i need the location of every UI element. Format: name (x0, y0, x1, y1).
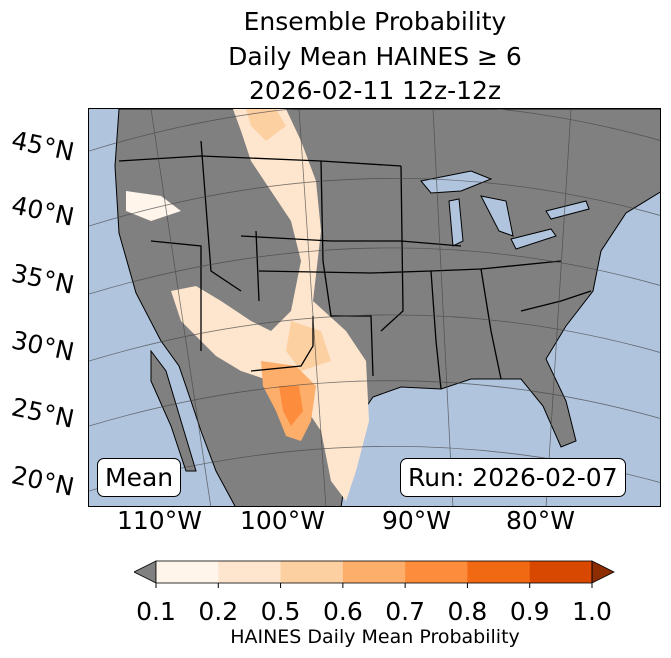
run-date-box: Run: 2026-02-07 (400, 458, 626, 497)
lon-label-80w: 80°W (506, 506, 576, 535)
colorbar-segment (218, 561, 282, 583)
title-line-3: 2026-02-11 12z-12z (248, 76, 502, 105)
lat-label-30n: 30°N (8, 325, 77, 367)
lon-label-110w: 110°W (117, 506, 202, 535)
colorbar-segment (467, 561, 531, 583)
lat-label-25n: 25°N (8, 392, 77, 434)
colorbar (134, 560, 615, 588)
lon-label-100w: 100°W (240, 506, 325, 535)
colorbar-label: HAINES Daily Mean Probability (230, 626, 520, 648)
colorbar-segment (405, 561, 468, 583)
colorbar-segment (342, 561, 406, 583)
colorbar-tick-label: 0.9 (509, 597, 550, 626)
colorbar-tick-label: 1.0 (572, 597, 612, 626)
probability-shading (126, 109, 369, 501)
lon-label-90w: 90°W (382, 506, 452, 535)
colorbar-segment (529, 561, 593, 583)
great-lakes (420, 170, 590, 250)
lat-label-20n: 20°N (8, 460, 77, 502)
state-borders (118, 140, 592, 390)
graticule (89, 109, 660, 506)
map-svg (89, 109, 660, 506)
colorbar-tick-label: 0.5 (260, 597, 301, 626)
map-panel[interactable] (88, 108, 661, 507)
mean-label-box: Mean (97, 458, 182, 497)
colorbar-tick-label: 0.1 (136, 597, 176, 626)
lat-label-35n: 35°N (8, 258, 77, 300)
land-mass (114, 109, 660, 506)
colorbar-segment (156, 561, 219, 583)
colorbar-over-arrow (591, 560, 615, 584)
colorbar-tick-label: 0.7 (385, 597, 426, 626)
colorbar-tick-label: 0.2 (198, 597, 239, 626)
lat-label-40n: 40°N (8, 190, 77, 232)
colorbar-segment (280, 561, 344, 583)
colorbar-under-arrow (134, 560, 157, 584)
title-line-1: Ensemble Probability (243, 7, 507, 36)
baja-peninsula (150, 349, 197, 472)
colorbar-tick-label: 0.8 (447, 597, 488, 626)
lat-label-45n: 45°N (8, 125, 77, 167)
title-line-2: Daily Mean HAINES ≥ 6 (228, 42, 522, 71)
colorbar-tick-label: 0.6 (322, 597, 363, 626)
